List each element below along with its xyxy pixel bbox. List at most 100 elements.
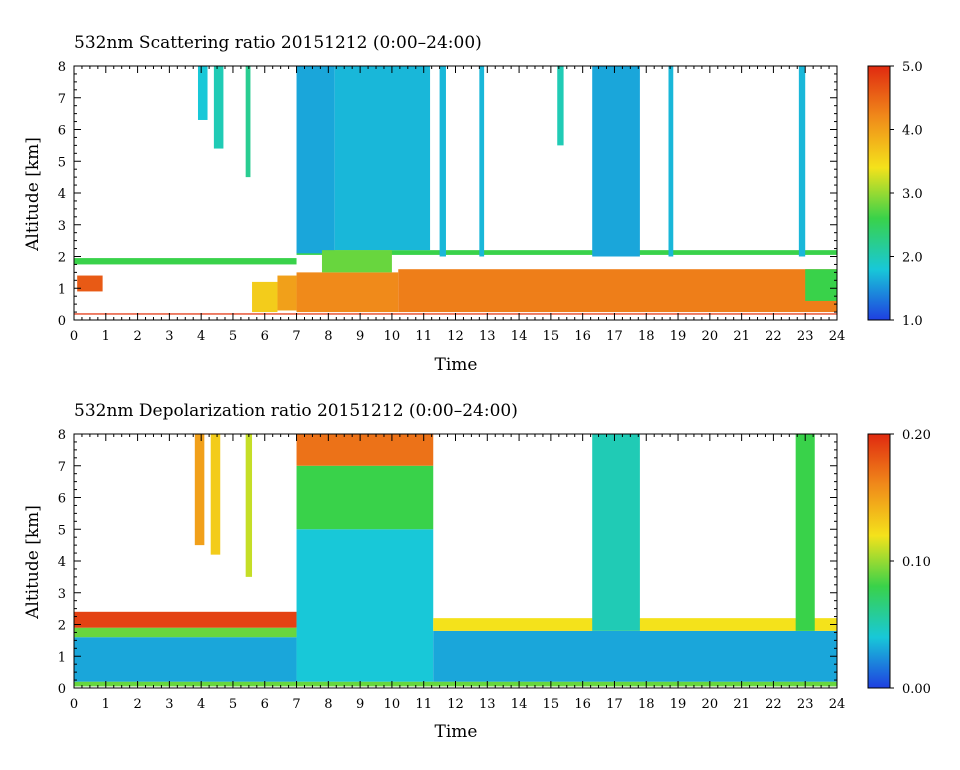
data-cell (592, 434, 640, 631)
x-tick-label: 16 (574, 329, 591, 344)
y-tick-label: 6 (58, 124, 66, 139)
y-tick-label: 2 (58, 251, 66, 266)
x-axis-label: Time (435, 722, 478, 742)
colorbar-label: 5.0 (902, 60, 923, 75)
colorbar-label: 4.0 (902, 124, 923, 139)
x-tick-label: 9 (356, 329, 364, 344)
y-tick-label: 3 (58, 587, 66, 602)
y-axis: 0 1 2 3 4 5 6 7 8 (58, 428, 837, 697)
x-tick-label: 15 (543, 329, 560, 344)
x-axis: 0 1 2 3 4 5 6 7 8 9 10 11 12 13 14 15 16 17 18 19 20 21 22 23 24 (70, 434, 845, 712)
x-tick-label: 21 (733, 697, 750, 712)
x-tick-label: 5 (229, 329, 237, 344)
colorbar-label: 3.0 (902, 187, 923, 202)
data-cell (74, 637, 297, 682)
x-tick-label: 11 (415, 329, 432, 344)
x-tick-label: 4 (197, 697, 205, 712)
data-cell (213, 66, 224, 149)
data-cell (210, 434, 221, 555)
x-tick-label: 3 (165, 329, 173, 344)
x-tick-label: 16 (574, 697, 591, 712)
x-tick-label: 19 (670, 697, 687, 712)
data-cell (296, 250, 837, 255)
x-tick-label: 6 (261, 329, 269, 344)
x-tick-label: 12 (447, 329, 464, 344)
x-tick-label: 22 (765, 697, 782, 712)
y-tick-label: 0 (58, 314, 66, 329)
data-layer (74, 434, 837, 687)
x-tick-label: 10 (384, 329, 401, 344)
x-tick-label: 23 (797, 329, 814, 344)
x-axis-label: Time (435, 355, 478, 375)
x-tick-label: 7 (292, 697, 300, 712)
data-cell (433, 630, 837, 682)
chart-title: 532nm Depolarization ratio 20151212 (0:0… (74, 401, 518, 421)
x-tick-label: 12 (447, 697, 464, 712)
x-tick-label: 1 (102, 329, 110, 344)
data-cell (479, 66, 485, 257)
x-tick-label: 0 (70, 329, 78, 344)
y-tick-label: 8 (58, 428, 66, 443)
data-cell (668, 66, 674, 257)
x-tick-label: 6 (261, 697, 269, 712)
x-tick-label: 13 (479, 697, 496, 712)
colorbar: 1.0 2.0 3.0 4.0 5.0 (867, 60, 923, 329)
data-cell (74, 627, 297, 638)
x-tick-label: 8 (324, 697, 332, 712)
y-tick-label: 7 (58, 92, 66, 107)
data-cell (439, 66, 446, 257)
x-tick-label: 21 (733, 329, 750, 344)
data-cell (77, 275, 103, 292)
x-tick-label: 7 (292, 329, 300, 344)
colorbar-label: 2.0 (902, 251, 923, 266)
colorbar: 0.00 0.10 0.20 (867, 428, 931, 697)
data-cell (334, 66, 431, 251)
y-axis: 0 1 2 3 4 5 6 7 8 (58, 60, 837, 329)
x-tick-label: 18 (638, 329, 655, 344)
x-tick-label: 2 (133, 329, 141, 344)
x-tick-label: 20 (702, 697, 719, 712)
data-cell (557, 66, 564, 146)
data-cell (252, 281, 278, 313)
x-tick-label: 10 (384, 697, 401, 712)
x-tick-label: 20 (702, 329, 719, 344)
data-cell (296, 529, 434, 682)
y-tick-label: 8 (58, 60, 66, 75)
x-tick-label: 8 (324, 329, 332, 344)
x-tick-label: 5 (229, 697, 237, 712)
data-layer (74, 66, 837, 315)
colorbar-label: 0.20 (902, 428, 931, 443)
data-cell (296, 66, 335, 254)
data-cell (805, 269, 837, 301)
x-axis: 0 1 2 3 4 5 6 7 8 9 10 11 12 13 14 15 16 17 18 19 20 21 22 23 24 (70, 66, 845, 344)
x-tick-label: 23 (797, 697, 814, 712)
x-tick-label: 14 (511, 697, 528, 712)
colorbar-gradient (867, 433, 891, 689)
y-axis-label: Altitude [km] (23, 505, 43, 620)
x-tick-label: 17 (606, 697, 623, 712)
x-tick-label: 2 (133, 697, 141, 712)
y-tick-label: 6 (58, 492, 66, 507)
y-tick-label: 5 (58, 155, 66, 170)
data-cell (197, 66, 208, 120)
x-tick-label: 3 (165, 697, 173, 712)
depolarization-ratio-chart: 532nm Depolarization ratio 20151212 (0:0… (23, 401, 931, 742)
x-tick-label: 11 (415, 697, 432, 712)
data-cell (194, 434, 205, 546)
x-tick-label: 24 (829, 329, 846, 344)
scattering-ratio-chart: 532nm Scattering ratio 20151212 (0:00–24… (23, 33, 923, 375)
colorbar-label: 0.00 (902, 682, 931, 697)
y-tick-label: 0 (58, 682, 66, 697)
y-tick-label: 4 (58, 187, 66, 202)
x-tick-label: 15 (543, 697, 560, 712)
y-tick-label: 5 (58, 523, 66, 538)
data-cell (74, 258, 297, 265)
y-tick-label: 1 (58, 650, 66, 665)
colorbar-gradient (867, 65, 891, 321)
y-tick-label: 1 (58, 282, 66, 297)
x-tick-label: 9 (356, 697, 364, 712)
data-cell (296, 434, 434, 466)
data-cell (798, 66, 806, 257)
data-cell (592, 66, 640, 257)
